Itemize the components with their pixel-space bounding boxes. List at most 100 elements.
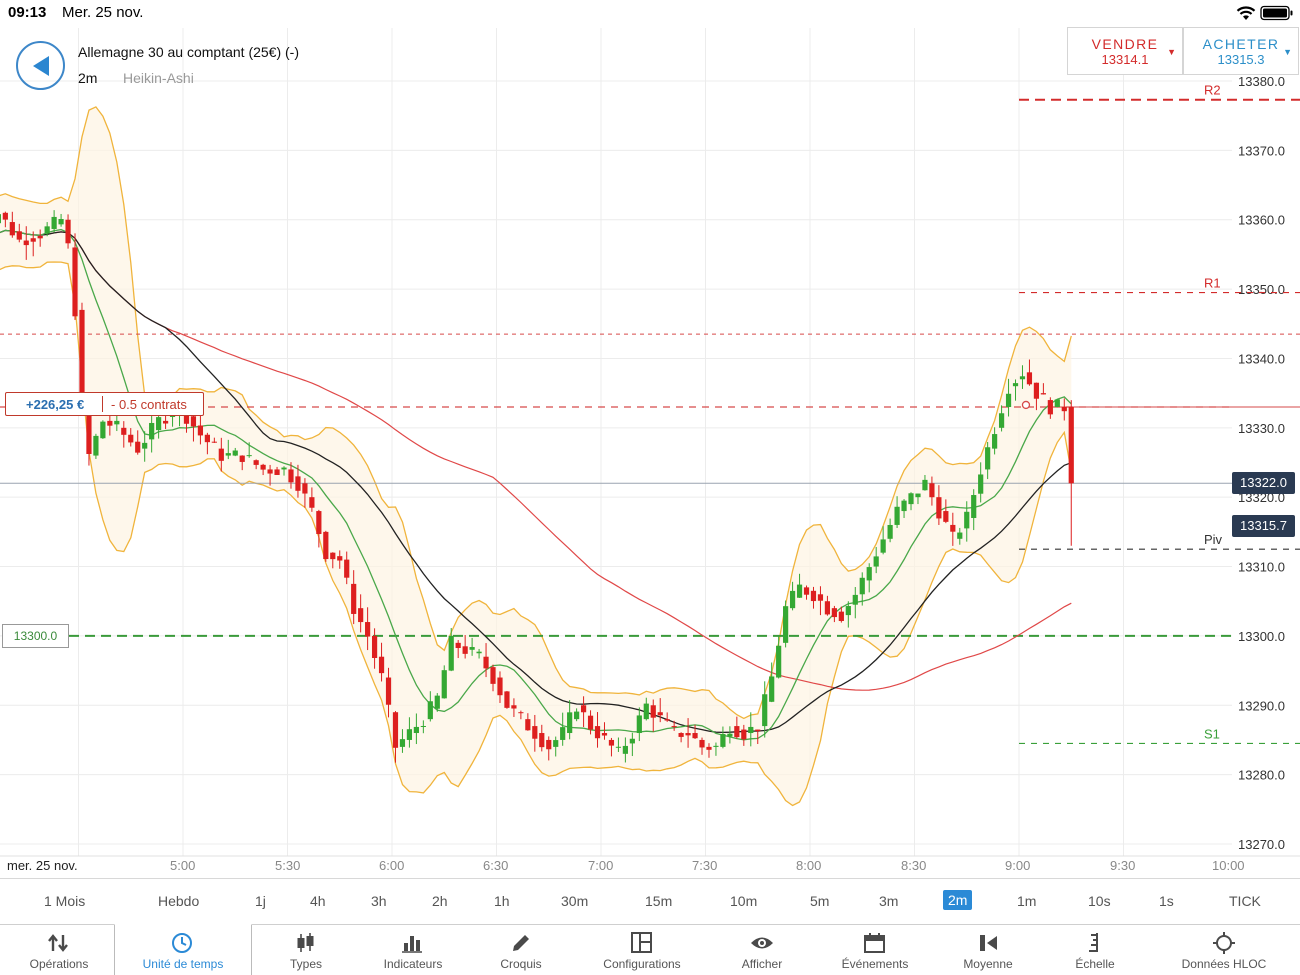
battery-icon [1260,5,1293,21]
candle-body [560,727,566,740]
toolbar-pencil-button[interactable]: Croquis [466,925,576,975]
timeframe-1m[interactable]: 1m [1017,893,1037,909]
toolbar-label: Unité de temps [142,957,224,971]
timeframe-tick[interactable]: TICK [1229,893,1261,909]
candle-body [162,420,169,424]
candle-body [971,495,977,518]
toolbar-eye-button[interactable]: Afficher [708,925,816,975]
candle-body [831,608,837,618]
y-axis-tick-label: 13330.0 [1238,421,1285,436]
candle-body [316,511,322,535]
instrument-title: Allemagne 30 au comptant (25€) (-) [78,44,299,60]
candle-body [518,712,524,714]
timeframe-1s[interactable]: 1s [1159,893,1174,909]
sell-button[interactable]: VENDRE 13314.1 ▼ [1067,27,1183,75]
status-date: Mer. 25 nov. [62,4,144,21]
timeframe-4h[interactable]: 4h [310,893,326,909]
price-chart[interactable]: 13380.0 13370.0 13360.0 13350.0 13340.0 13330… [0,0,1300,878]
timeframe-15m[interactable]: 15m [645,893,673,909]
position-pnl-box[interactable]: +226,25 € - 0.5 contrats [5,392,204,416]
timeframe-30m[interactable]: 30m [561,893,589,909]
candle-body [880,539,886,553]
candle-body [824,601,831,615]
candle-body [553,740,559,747]
x-axis-tick-label: 8:30 [901,858,926,873]
candle-body [692,733,698,739]
candle-body [86,413,92,454]
clock-icon [115,925,251,955]
toolbar-label: Échelle [1075,957,1115,971]
timeframe-2m[interactable]: 2m [943,890,973,910]
candle-body [657,712,663,716]
toolbar-label: Événements [841,957,909,971]
candle-body [504,691,510,708]
candle-body [922,479,928,491]
candle-body [204,434,210,443]
timeframe-1m[interactable]: 1 Mois [44,893,86,909]
candle-body [72,247,78,317]
toolbar-label: Indicateurs [383,957,443,971]
candle-body [37,235,43,239]
buy-price: 13315.3 [1217,52,1265,67]
candle-body [288,469,294,483]
toolbar-arrows-updown-button[interactable]: Opérations [0,925,118,975]
candle-body [866,567,872,581]
x-axis-tick-label: 9:00 [1005,858,1030,873]
back-button[interactable] [16,41,65,90]
candle-body [323,531,329,560]
candle-body [859,577,865,595]
chart-type-label: Heikin-Ashi [123,70,194,86]
toolbar-scale-button[interactable]: Échelle [1042,925,1148,975]
timeframe-1j[interactable]: 1j [255,893,266,909]
candle-body [873,556,879,567]
candle-body [803,587,810,595]
x-axis-tick-label: 6:00 [379,858,404,873]
toolbar-bars-button[interactable]: Indicateurs [360,925,466,975]
toolbar-label: Moyenne [963,957,1013,971]
candle-body [901,500,907,512]
candle-body [406,729,413,740]
timeframe-3h[interactable]: 3h [371,893,387,909]
timeframe-10m[interactable]: 10m [730,893,758,909]
candle-body [964,511,970,529]
buy-dropdown-icon: ▼ [1283,47,1292,57]
position-entry-marker [1021,400,1031,410]
candle-body [0,214,1,224]
candle-body [239,455,245,462]
x-axis-tick-label: 5:00 [170,858,195,873]
toolbar-crosshair-button[interactable]: Données HLOC [1148,925,1300,975]
toolbar-layout-button[interactable]: Configurations [576,925,708,975]
timeframe-1h[interactable]: 1h [494,893,510,909]
candle-body [16,231,22,240]
pivot-label-s1: S1 [1204,726,1220,741]
timeframe-10s[interactable]: 10s [1088,893,1111,909]
candle-body [755,729,761,732]
candle-body [769,676,775,702]
candle-body [30,238,36,242]
candle-body [685,733,691,736]
y-axis-tick-label: 13340.0 [1238,351,1285,366]
buy-button[interactable]: ACHETER 13315.3 ▼ [1183,27,1299,75]
layout-icon [576,925,708,955]
candle-body [469,647,475,650]
candle-body [107,420,113,426]
candle-body [260,464,266,470]
toolbar-average-button[interactable]: Moyenne [934,925,1042,975]
toolbar-calendar-button[interactable]: Événements [816,925,934,975]
candle-body [650,705,656,718]
x-axis-tick-label: 9:30 [1110,858,1135,873]
candle-body [79,309,85,409]
order-level-box[interactable]: 13300.0 [2,624,69,648]
candle-body [1012,383,1019,387]
candle-body [810,590,817,602]
candle-body [817,594,824,601]
arrows-updown-icon [0,925,118,955]
timeframe-2h[interactable]: 2h [432,893,448,909]
toolbar-candles-button[interactable]: Types [252,925,360,975]
timeframe-5m[interactable]: 5m [810,893,830,909]
toolbar-label: Afficher [741,957,783,971]
timeframe-w[interactable]: Hebdo [158,893,200,909]
toolbar-clock-button[interactable]: Unité de temps [114,924,252,975]
timeframe-3m[interactable]: 3m [879,893,899,909]
bid-price-tag: 13315.7 [1232,515,1295,537]
